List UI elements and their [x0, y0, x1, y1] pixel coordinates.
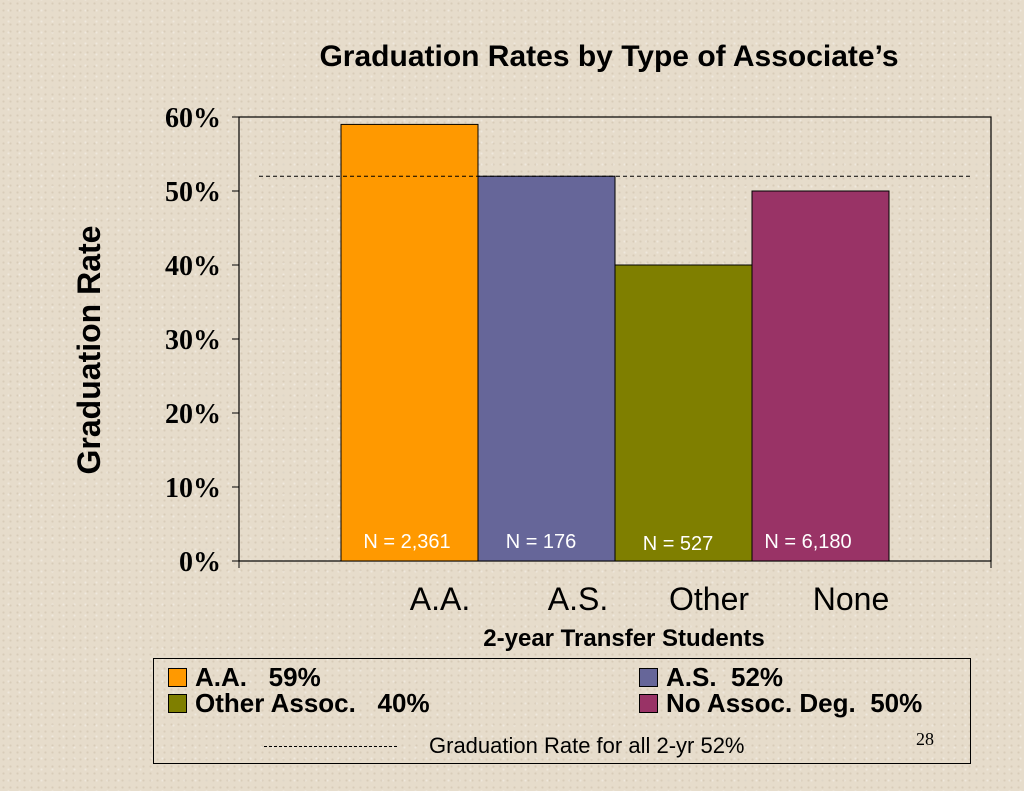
y-tick-label: 10% — [165, 473, 221, 504]
y-tick-label: 50% — [165, 177, 221, 208]
x-axis-label: 2-year Transfer Students — [483, 625, 764, 652]
legend-swatch-none — [639, 694, 658, 713]
y-axis-label: Graduation Rate — [71, 226, 107, 475]
bar-a-a — [340, 123, 479, 562]
x-tick-label-other: Other — [669, 581, 749, 617]
average-line-legend: Graduation Rate for all 2-yr 52% — [264, 733, 745, 759]
sample-size-label-none: N = 6,180 — [764, 531, 851, 553]
y-tick-label: 20% — [165, 399, 221, 430]
sample-size-label-other: N = 527 — [643, 533, 714, 555]
x-tick-label-a-a: A.A. — [410, 581, 470, 617]
page-number: 28 — [916, 729, 934, 749]
y-tick-label: 30% — [165, 325, 221, 356]
y-ticks: 0% 10% 20% 30% 40% 50% 60% — [165, 103, 239, 578]
x-tick-label-none: None — [813, 581, 890, 617]
legend-label-none: No Assoc. Deg. 50% — [666, 688, 923, 718]
legend-label-as: A.S. 52% — [666, 662, 784, 692]
legend-item-other: Other Assoc. 40% — [168, 688, 430, 719]
sample-size-labels: N = 2,361 N = 176 N = 527 N = 6,180 — [363, 531, 851, 555]
legend-item-aa: A.A. 59% — [168, 662, 321, 693]
bar-other — [614, 264, 753, 562]
legend-label-other: Other Assoc. 40% — [195, 688, 430, 718]
y-tick-label: 40% — [165, 251, 221, 282]
y-tick-label: 0% — [179, 547, 221, 578]
sample-size-label-a-a: N = 2,361 — [363, 531, 450, 553]
legend-item-as: A.S. 52% — [639, 662, 783, 693]
bar-none — [751, 190, 890, 562]
average-line-sample — [264, 745, 397, 747]
average-line-label: Graduation Rate for all 2-yr 52% — [429, 733, 745, 758]
bar-a-s — [477, 175, 616, 562]
y-tick-label: 60% — [165, 103, 221, 134]
legend-swatch-as — [639, 668, 658, 687]
legend: A.A. 59% A.S. 52% Other Assoc. 40% No As… — [153, 658, 971, 764]
legend-swatch-other — [168, 694, 187, 713]
x-ticks: A.A. A.S. Other None — [238, 561, 992, 617]
legend-item-none: No Assoc. Deg. 50% — [639, 688, 922, 719]
chart-title: Graduation Rates by Type of Associate’s — [319, 40, 898, 73]
bars-layer — [340, 123, 890, 562]
x-tick-label-a-s: A.S. — [548, 581, 608, 617]
sample-size-label-a-s: N = 176 — [506, 531, 577, 553]
legend-swatch-aa — [168, 668, 187, 687]
legend-label-aa: A.A. 59% — [195, 662, 321, 692]
bar-chart: Graduation Rates by Type of Associate’s … — [71, 40, 992, 652]
